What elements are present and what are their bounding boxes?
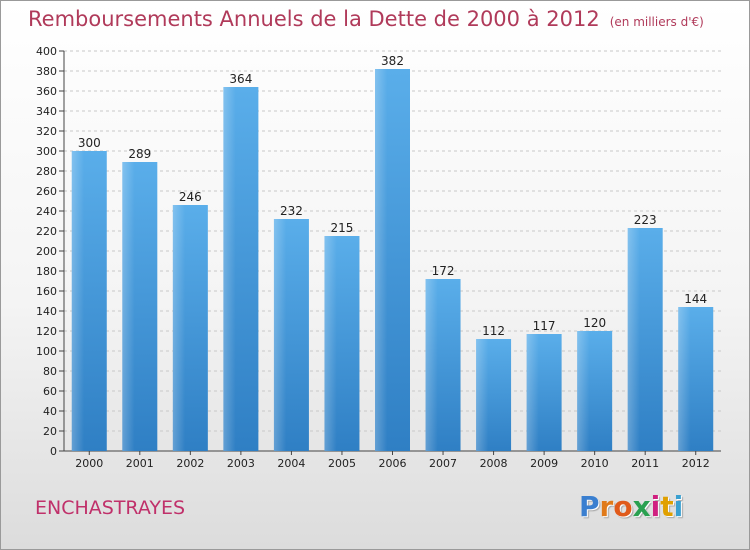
chart-subtitle: (en milliers d'€) [609, 15, 704, 29]
y-tick-label: 120 [36, 325, 57, 338]
bar-value-label: 223 [634, 213, 657, 227]
bar-highlight [678, 307, 691, 451]
bar-value-label: 382 [381, 54, 404, 68]
y-tick-label: 360 [36, 85, 57, 98]
y-tick-label: 220 [36, 225, 57, 238]
chart-title-text: Remboursements Annuels de la Dette de 20… [28, 7, 600, 31]
bar-highlight [627, 228, 640, 451]
y-tick-label: 340 [36, 105, 57, 118]
x-tick-label: 2012 [682, 457, 710, 470]
y-tick-label: 400 [36, 45, 57, 58]
bar-highlight [324, 236, 337, 451]
bar-highlight [375, 69, 388, 451]
y-tick-label: 0 [50, 445, 57, 458]
x-tick-label: 2007 [429, 457, 457, 470]
y-tick-label: 260 [36, 185, 57, 198]
bar-value-label: 246 [179, 190, 202, 204]
bar-value-label: 232 [280, 204, 303, 218]
y-tick-label: 40 [43, 405, 57, 418]
y-tick-label: 180 [36, 265, 57, 278]
bar-highlight [223, 87, 236, 451]
y-tick-label: 300 [36, 145, 57, 158]
y-tick-label: 80 [43, 365, 57, 378]
x-tick-label: 2010 [581, 457, 609, 470]
bar-value-label: 172 [432, 264, 455, 278]
commune-name: ENCHASTRAYES [35, 497, 186, 519]
x-tick-label: 2001 [126, 457, 154, 470]
bar-highlight [577, 331, 590, 451]
x-tick-label: 2011 [631, 457, 659, 470]
logo-letter: x [632, 490, 651, 523]
y-tick-label: 160 [36, 285, 57, 298]
logo-letter: r [599, 490, 614, 523]
bar-highlight [526, 334, 539, 451]
logo-letter: o [613, 490, 633, 523]
bar-value-label: 300 [78, 136, 101, 150]
logo-letter: P [579, 490, 600, 523]
proxiti-logo: Proxiti [579, 490, 683, 523]
logo-letter: i [650, 490, 661, 523]
x-tick-label: 2000 [75, 457, 103, 470]
bar-value-label: 364 [229, 72, 252, 86]
logo-letter: i [673, 490, 684, 523]
bar-value-label: 144 [684, 292, 707, 306]
x-tick-label: 2002 [176, 457, 204, 470]
bar-highlight [273, 219, 287, 451]
y-tick-label: 100 [36, 345, 57, 358]
x-tick-label: 2006 [379, 457, 407, 470]
bar-highlight [172, 205, 186, 451]
y-tick-label: 320 [36, 125, 57, 138]
y-tick-label: 380 [36, 65, 57, 78]
x-tick-label: 2003 [227, 457, 255, 470]
bar-highlight [122, 162, 135, 451]
chart-title: Remboursements Annuels de la Dette de 20… [28, 7, 704, 31]
x-tick-label: 2009 [530, 457, 558, 470]
x-tick-label: 2005 [328, 457, 356, 470]
bar-highlight [425, 279, 438, 451]
bar-value-label: 120 [583, 316, 606, 330]
bar-value-label: 289 [128, 147, 151, 161]
bar-value-label: 112 [482, 324, 505, 338]
bar-highlight [476, 339, 489, 451]
x-tick-label: 2004 [277, 457, 305, 470]
bar-highlight [71, 151, 85, 451]
logo-letter: t [660, 490, 674, 523]
y-tick-label: 60 [43, 385, 57, 398]
x-tick-label: 2008 [480, 457, 508, 470]
y-tick-label: 240 [36, 205, 57, 218]
y-tick-label: 20 [43, 425, 57, 438]
bar-value-label: 117 [533, 319, 556, 333]
y-tick-label: 140 [36, 305, 57, 318]
y-tick-label: 200 [36, 245, 57, 258]
bar-value-label: 215 [331, 221, 354, 235]
y-tick-label: 280 [36, 165, 57, 178]
